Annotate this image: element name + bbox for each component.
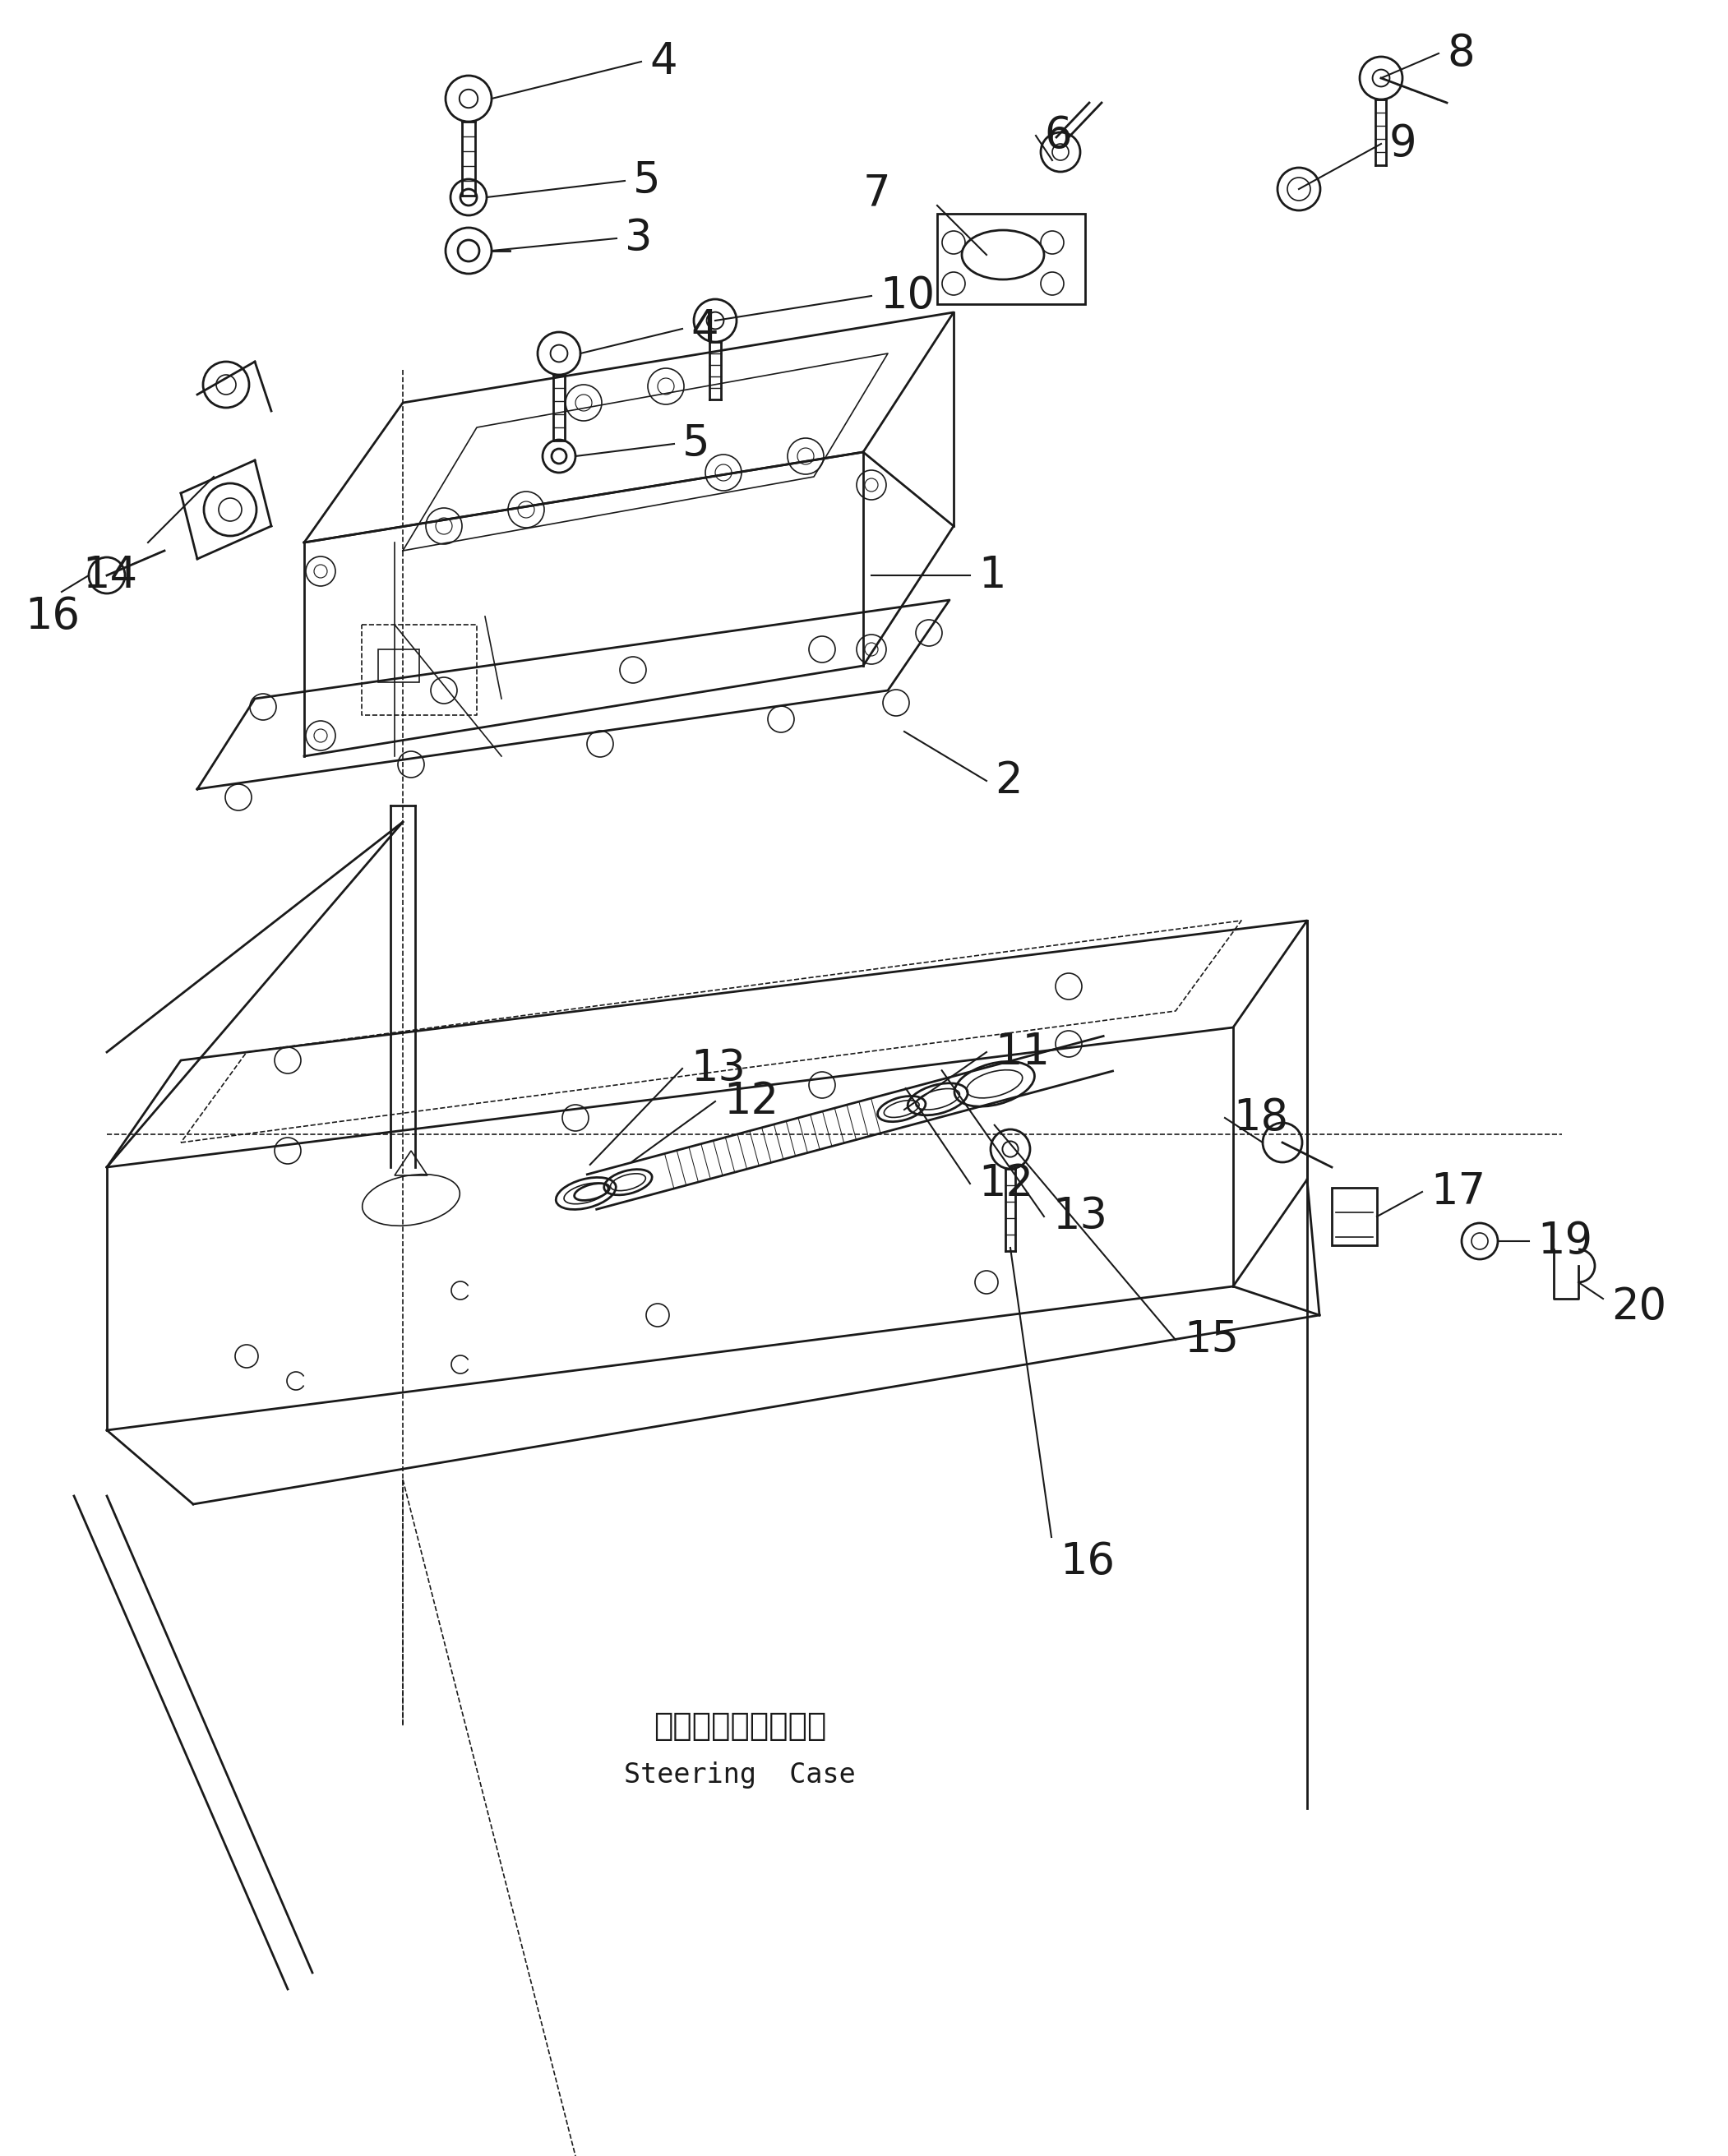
Text: ステアリングケース: ステアリングケース [653,1710,826,1742]
Text: 12: 12 [724,1080,779,1123]
Text: 8: 8 [1446,32,1474,75]
Text: 13: 13 [1052,1194,1108,1238]
Text: 16: 16 [24,595,79,638]
Text: 4: 4 [691,308,719,349]
Text: 17: 17 [1431,1171,1486,1214]
Text: 7: 7 [864,172,892,216]
Text: 5: 5 [632,160,660,203]
Text: 18: 18 [1234,1097,1289,1138]
Text: 5: 5 [683,423,710,466]
Text: 15: 15 [1184,1319,1239,1360]
Bar [1332,1188,1377,1246]
Text: 13: 13 [691,1048,745,1091]
Text: 20: 20 [1610,1285,1666,1328]
Text: 12: 12 [978,1162,1033,1205]
Text: 3: 3 [626,218,651,259]
Text: 6: 6 [1044,114,1071,157]
Text: Steering  Case: Steering Case [624,1761,855,1789]
Text: 1: 1 [978,554,1006,597]
Text: 14: 14 [83,554,138,597]
Text: 11: 11 [995,1031,1051,1074]
Text: 16: 16 [1059,1539,1115,1583]
Text: 9: 9 [1389,123,1417,166]
Text: 2: 2 [995,759,1023,802]
Bar [378,649,420,681]
Text: 19: 19 [1538,1220,1593,1263]
Text: 4: 4 [650,41,677,84]
Text: 10: 10 [880,274,935,317]
